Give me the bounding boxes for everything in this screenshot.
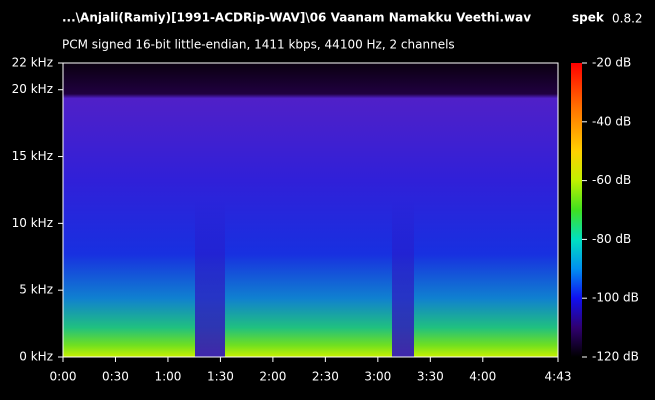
colorbar-tick-label: -120 dB xyxy=(592,350,639,364)
x-tick-label: 0:00 xyxy=(50,370,77,384)
y-tick-label: 10 kHz xyxy=(12,216,53,230)
x-tick-label: 2:00 xyxy=(259,370,286,384)
y-tick-label: 0 kHz xyxy=(19,350,53,364)
colorbar-tick-label: -40 dB xyxy=(592,114,631,128)
colorbar-tick-label: -80 dB xyxy=(592,232,631,246)
x-tick-label: 4:00 xyxy=(469,370,496,384)
x-tick-label: 1:00 xyxy=(154,370,181,384)
colorbar-tick-label: -20 dB xyxy=(592,56,631,70)
file-title: ...\Anjali(Ramiy)[1991-ACDRip-WAV]\06 Va… xyxy=(62,11,531,25)
x-tick-label: 0:30 xyxy=(102,370,129,384)
colorbar xyxy=(571,63,582,357)
subtitle: PCM signed 16-bit little-endian, 1411 kb… xyxy=(62,38,455,52)
x-tick-label: 1:30 xyxy=(207,370,234,384)
y-tick-label: 20 kHz xyxy=(12,82,53,96)
spectrogram-quiet-region xyxy=(392,200,414,357)
x-tick-label: 4:43 xyxy=(545,370,572,384)
app-name: spek xyxy=(572,11,605,25)
plot-border xyxy=(62,62,559,358)
app-version: 0.8.2 xyxy=(612,12,643,26)
colorbar-tick-label: -60 dB xyxy=(592,173,631,187)
colorbar-tick-label: -100 dB xyxy=(592,291,639,305)
x-tick-label: 3:30 xyxy=(417,370,444,384)
y-tick-label: 22 kHz xyxy=(12,56,53,70)
x-tick-label: 3:00 xyxy=(364,370,391,384)
x-tick-label: 2:30 xyxy=(312,370,339,384)
spectrogram-image xyxy=(63,63,558,357)
y-tick-label: 5 kHz xyxy=(19,283,53,297)
y-tick-label: 15 kHz xyxy=(12,149,53,163)
spectrogram-quiet-region xyxy=(195,200,225,357)
